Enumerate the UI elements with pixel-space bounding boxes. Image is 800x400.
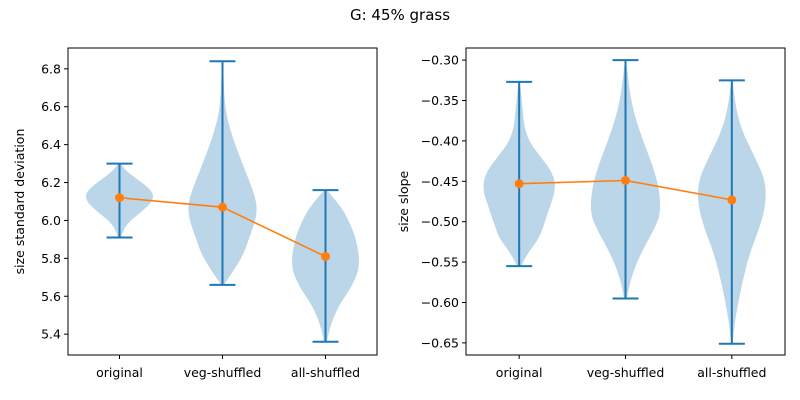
y-tick-label: 6.2 — [41, 175, 61, 190]
y-tick-label: 5.6 — [41, 289, 61, 304]
mean-point-all-shuffled — [727, 195, 737, 205]
x-tick-label-all-shuffled: all-shuffled — [291, 365, 360, 380]
y-tick-label: −0.65 — [421, 335, 459, 350]
y-tick-label: −0.35 — [421, 93, 459, 108]
y-tick-label: 6.6 — [41, 99, 61, 114]
x-tick-label-original: original — [96, 365, 143, 380]
x-tick-label-all-shuffled: all-shuffled — [697, 365, 766, 380]
y-tick-label: 6.8 — [41, 61, 61, 76]
y-axis-label: size slope — [396, 170, 411, 232]
chart-panels: 5.4 5.6 5.8 6.0 6.2 6.4 6.6 6.8 original veg-shuf… — [12, 47, 786, 380]
y-axis-label: size standard deviation — [12, 129, 27, 275]
mean-point-veg-shuffled — [218, 202, 227, 212]
x-tick-label-veg-shuffled: veg-shuffled — [587, 365, 665, 380]
x-tick-label-original: original — [496, 365, 543, 380]
y-tick-label: −0.30 — [421, 53, 459, 68]
mean-point-original — [514, 179, 524, 189]
mean-point-all-shuffled — [321, 251, 330, 261]
figure-title: G: 45% grass — [350, 6, 450, 24]
y-tick-label: 5.8 — [41, 251, 61, 266]
y-tick-label: −0.60 — [421, 295, 459, 310]
y-tick-label: −0.45 — [421, 174, 459, 189]
mean-point-original — [115, 193, 124, 203]
chart-panel-2: −0.65 −0.60 −0.55 −0.50 −0.45 −0.40 −0.35 −0.30… — [396, 47, 786, 380]
y-tick-label: 6.4 — [41, 137, 61, 152]
y-tick-label: −0.50 — [421, 214, 459, 229]
mean-point-veg-shuffled — [621, 175, 630, 185]
y-tick-label: −0.55 — [421, 255, 459, 270]
y-tick-label: −0.40 — [421, 133, 459, 148]
y-tick-label: 5.4 — [41, 327, 61, 342]
chart-panel-1: 5.4 5.6 5.8 6.0 6.2 6.4 6.6 6.8 original veg-shuf… — [12, 47, 378, 380]
x-tick-label-veg-shuffled: veg-shuffled — [184, 365, 262, 380]
y-tick-label: 6.0 — [41, 213, 61, 228]
